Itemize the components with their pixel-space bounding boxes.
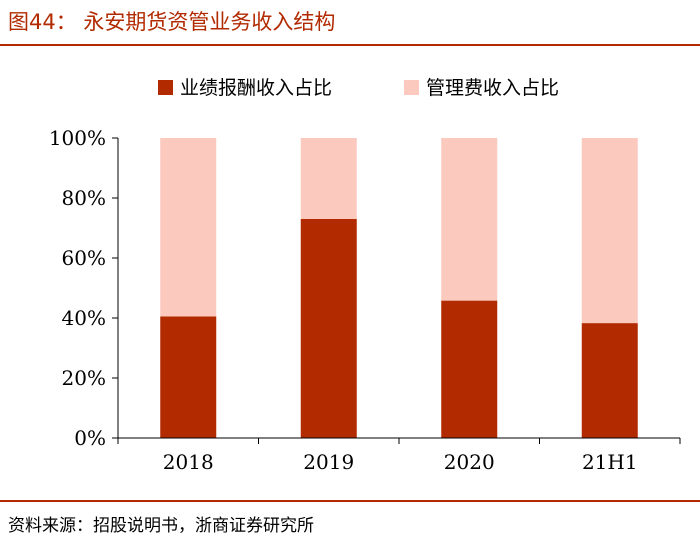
y-tick-label: 0%: [74, 426, 106, 450]
axes: 2018 2019 2020 21H1 0% 20% 40% 60% 80% 100%: [49, 126, 681, 474]
bar-management-fee-2020: [441, 138, 498, 301]
bar-performance-fee-21H1: [581, 323, 638, 438]
y-tick-label: 80%: [62, 186, 106, 210]
legend-item-management-fee-swatch: [404, 80, 419, 95]
bars: [160, 138, 638, 438]
bar-management-fee-21H1: [581, 138, 638, 324]
figure-title: 图44： 永安期货资管业务收入结构: [8, 10, 336, 34]
legend-item-performance-fee-swatch: [158, 80, 173, 95]
y-tick-label: 100%: [49, 126, 106, 150]
bar-performance-fee-2019: [300, 219, 357, 438]
x-tick-label-21H1: 21H1: [582, 450, 638, 474]
x-tick-label-2019: 2019: [303, 450, 354, 474]
stacked-bar-chart: 业绩报酬收入占比 管理费收入占比 2018 2019 2020 21H1 0% 20% 40%…: [49, 77, 681, 474]
bar-management-fee-2019: [300, 138, 357, 219]
y-tick-label: 60%: [62, 246, 106, 270]
title-rule: [0, 44, 700, 46]
y-tick-label: 40%: [62, 306, 106, 330]
bar-performance-fee-2020: [441, 300, 498, 438]
legend-item-management-fee-label: 管理费收入占比: [426, 77, 559, 99]
bar-performance-fee-2018: [160, 316, 217, 438]
legend-item-performance-fee-label: 业绩报酬收入占比: [180, 77, 332, 99]
source-note: 资料来源：招股说明书，浙商证券研究所: [8, 516, 314, 536]
bar-management-fee-2018: [160, 138, 217, 317]
y-tick-label: 20%: [62, 366, 106, 390]
x-tick-label-2020: 2020: [444, 450, 495, 474]
source-rule: [0, 500, 700, 502]
x-tick-label-2018: 2018: [163, 450, 214, 474]
legend: 业绩报酬收入占比 管理费收入占比: [158, 77, 559, 99]
